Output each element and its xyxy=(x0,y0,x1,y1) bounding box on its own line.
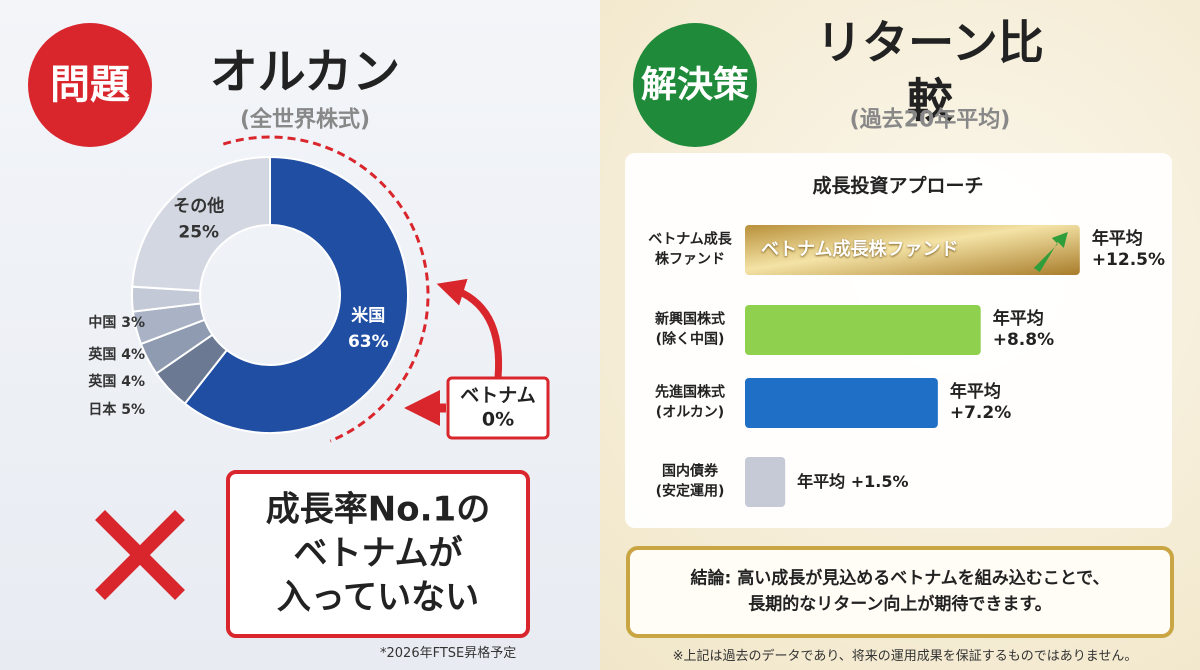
segment-value-label: 63% xyxy=(348,332,389,352)
segment-label: 中国 3% xyxy=(88,314,145,331)
conclusion: 結論: 高い成長が見込めるベトナムを組み込むことで、 長期的なリターン向上が期待… xyxy=(690,568,1110,615)
value-label: 年平均 +7.2% xyxy=(949,381,1012,423)
value-label: 年平均 +1.5% xyxy=(797,472,909,491)
bar xyxy=(745,457,786,507)
message-box xyxy=(226,470,530,638)
segment-category: 英国 xyxy=(87,373,116,390)
segment-value-label: 5% xyxy=(121,402,145,418)
segment-value-label: 4% xyxy=(121,374,145,390)
donut-segment xyxy=(183,155,409,434)
cross-mark xyxy=(95,510,185,600)
message: 成長率No.1の ベトナムが 入っていない xyxy=(265,489,491,619)
segment-value-label: 4% xyxy=(121,347,145,363)
badge-text: 問題 xyxy=(50,62,130,108)
value-label: 年平均 +12.5% xyxy=(1091,228,1166,270)
segment-category: 中国 xyxy=(88,314,116,331)
conclusion-box xyxy=(626,546,1174,638)
subtitle: (過去20年平均) xyxy=(849,107,1011,133)
segment-value-label: 3% xyxy=(121,315,145,331)
bar xyxy=(745,378,938,428)
donut-segment xyxy=(131,155,271,292)
chart-title: 成長投資アプローチ xyxy=(812,175,984,198)
segment-category: 日本 xyxy=(88,401,117,418)
solution-badge xyxy=(633,23,757,147)
bar xyxy=(745,305,981,355)
title: リターン比較 xyxy=(816,15,1044,128)
category-label: 国内債券 (安定運用) xyxy=(655,463,725,500)
segment-label: 英国 4% xyxy=(87,346,145,363)
category-label: 新興国株式 (除く中国) xyxy=(655,311,725,348)
curved-arrow xyxy=(436,278,503,379)
segment-label: 英国 4% xyxy=(87,373,145,390)
segment-category: 英国 xyxy=(87,346,116,363)
category-label: ベトナム成長 株ファンド xyxy=(648,231,732,268)
segment-label: 米国 xyxy=(351,305,385,326)
segment-label: 日本 5% xyxy=(88,401,145,418)
growth-arrow xyxy=(1033,232,1068,272)
problem-badge xyxy=(28,23,152,147)
dashed-arc xyxy=(222,135,430,443)
subtitle: (全世界株式) xyxy=(239,107,371,133)
bar xyxy=(745,225,1080,275)
footnote: *2026年FTSE昇格予定 xyxy=(380,646,517,661)
segment-value-label: 25% xyxy=(178,222,219,242)
segment-label: その他 xyxy=(173,195,224,216)
footnote: ※上記は過去のデータであり、将来の運用成果を保証するものではありません。 xyxy=(672,648,1138,664)
title: オルカン xyxy=(209,44,401,100)
badge-text: 解決策 xyxy=(640,64,750,106)
value-label: 年平均 +8.8% xyxy=(992,308,1055,350)
callout-text: ベトナム 0% xyxy=(460,384,536,430)
category-label: 先進国株式 (オルカン) xyxy=(655,384,725,421)
bar-text: ベトナム成長株ファンド xyxy=(761,238,959,260)
